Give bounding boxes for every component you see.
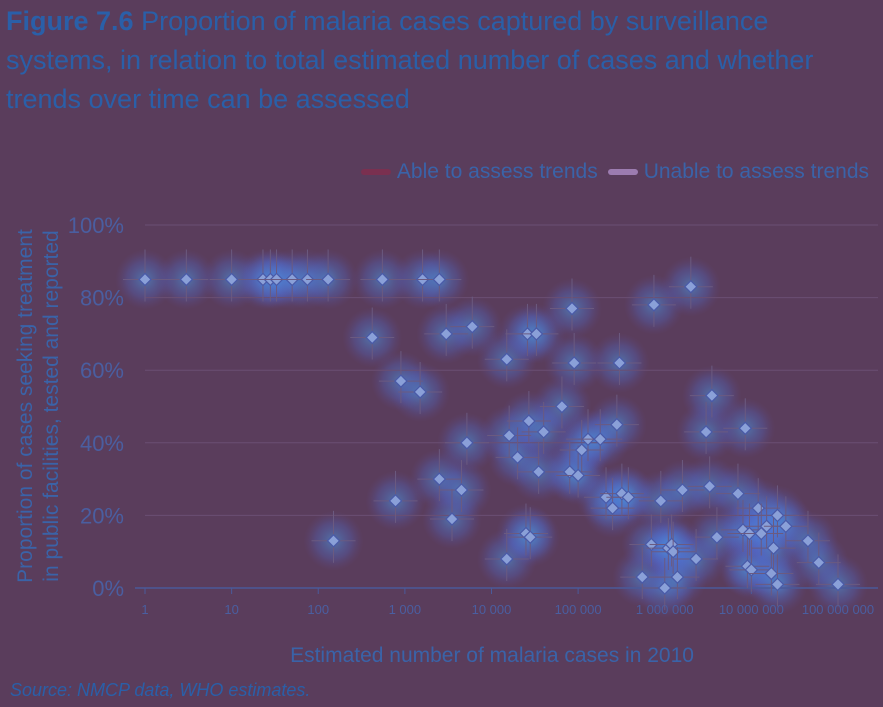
data-point [445,512,459,526]
x-axis-label: Estimated number of malaria cases in 201… [290,644,694,667]
data-point [326,533,341,548]
data-point [388,494,403,508]
legend-label-able: Able to assess trends [396,160,598,183]
y-axis-label-line2: in public facilities, tested and reporte… [40,230,63,581]
data-point [465,319,480,334]
legend-swatch-unable [607,169,638,175]
figure-title-text: Proportion of malaria cases captured by … [6,6,814,114]
data-point [612,356,627,370]
data-point [432,272,447,287]
data-point [138,272,152,287]
data-point [610,417,624,432]
data-point [744,563,759,577]
data-point [801,533,815,548]
data-point [567,356,582,370]
data-point [689,552,703,566]
data-point [499,352,514,367]
data-point [574,443,589,457]
x-tick-label: 1 [141,602,148,617]
data-point [778,519,793,534]
y-tick-label: 80% [80,286,124,311]
data-point [499,552,514,566]
data-point [702,479,717,494]
data-point [764,566,779,581]
data-point [439,327,454,341]
axis-layer: 0% 20% 40% 60% 80% 100% 1 10 100 1 000 10 000 100 0… [68,213,878,617]
legend-item-able: Able to assess trends [360,160,598,184]
x-tick-label: 100 000 000 [802,602,874,617]
chart-legend: Able to assess trends Unable to assess t… [360,160,869,184]
data-point [615,486,629,501]
x-tick-label: 100 [307,602,329,617]
data-point [522,414,536,428]
data-point [605,501,620,515]
data-point [375,272,390,287]
y-tick-label: 100% [68,213,124,238]
legend-swatch-able [360,169,391,175]
y-tick-label: 0% [92,576,124,601]
data-point [766,541,781,555]
y-tick-label: 60% [80,358,124,383]
data-point [770,577,785,592]
x-tick-label: 10 [224,602,238,617]
data-point [657,581,672,595]
figure-title: Figure 7.6 Proportion of malaria cases c… [6,2,876,119]
source-note: Source: NMCP data, WHO estimates. [10,680,311,700]
data-point [454,483,469,497]
data-point [670,570,685,584]
data-point [523,530,538,545]
y-tick-label: 20% [80,503,124,528]
data-point [647,298,661,312]
data-point [811,555,826,570]
data-point [502,428,517,443]
glow-layer [115,249,868,618]
data-point [321,272,335,287]
data-point [705,388,719,403]
data-point [394,374,408,388]
data-point [635,570,650,584]
data-point [555,399,569,414]
data-point [413,385,427,399]
data-point [683,279,698,294]
legend-label-unable: Unable to assess trends [643,160,869,183]
data-point [831,577,845,592]
data-point [653,494,668,508]
data-point [621,490,636,505]
data-point [365,330,380,345]
data-point [536,425,551,439]
data-point [179,272,194,287]
y-axis-label-line1: Proportion of cases seeking treatment [14,229,37,583]
data-point [710,530,724,545]
data-point [224,272,239,287]
data-point [571,468,585,483]
data-point [432,472,447,486]
figure-label: Figure 7.6 [6,6,134,36]
y-tick-label: 40% [80,431,124,456]
data-point [675,483,690,497]
data-point [731,486,745,501]
x-tick-label: 1 000 [389,602,422,617]
data-point [738,421,753,436]
data-point [460,435,474,450]
x-tick-label: 100 000 [555,602,602,617]
data-point [599,490,613,505]
legend-item-unable: Unable to assess trends [607,160,869,184]
x-tick-label: 10 000 000 [719,602,784,617]
data-point [510,450,525,465]
data-point [770,508,785,523]
data-point [565,301,579,316]
data-point [529,327,544,341]
data-point [593,432,608,447]
x-tick-label: 10 000 [472,602,512,617]
data-point [531,464,546,479]
data-point [699,425,713,439]
point-layer [123,249,860,610]
